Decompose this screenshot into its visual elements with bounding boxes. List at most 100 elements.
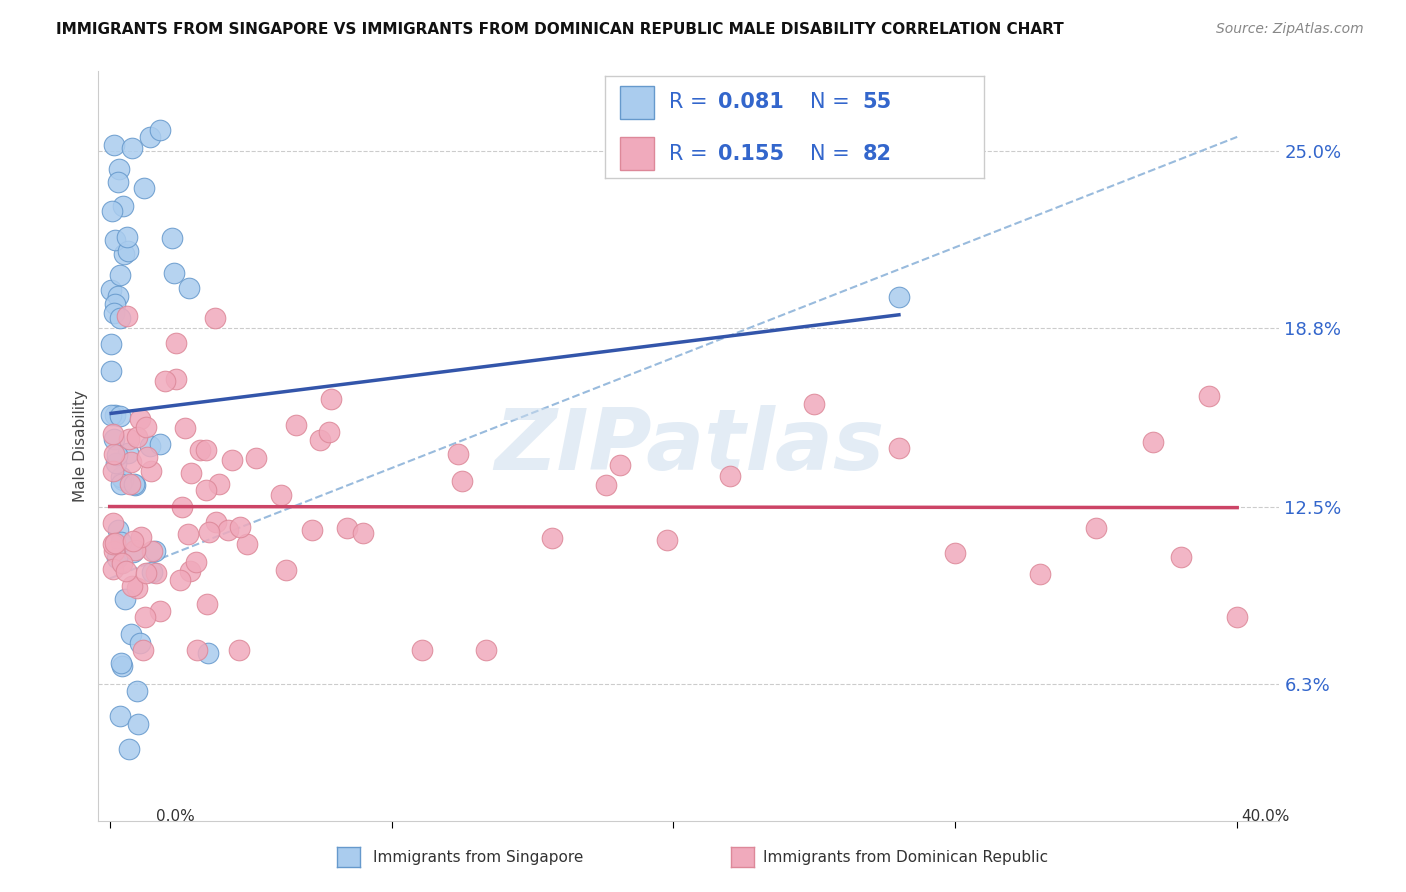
Point: [101, 426, 124, 441]
Point: [121, 579, 143, 593]
Point: [122, 545, 145, 559]
Point: [136, 450, 159, 465]
FancyBboxPatch shape: [620, 87, 654, 119]
Point: [718, 469, 741, 483]
Point: [100, 364, 122, 378]
Point: [104, 297, 127, 311]
Point: [165, 372, 187, 386]
Point: [887, 442, 910, 456]
Point: [127, 683, 149, 698]
Point: [321, 392, 343, 407]
Point: [115, 230, 138, 244]
Point: [149, 123, 172, 137]
Point: [114, 592, 136, 607]
Point: [1170, 550, 1192, 565]
Point: [108, 310, 131, 325]
Point: [318, 425, 340, 439]
Point: [1226, 610, 1249, 624]
Point: [236, 537, 259, 551]
Point: [108, 162, 131, 177]
Point: [129, 636, 152, 650]
Point: [284, 417, 307, 432]
Text: 0.081: 0.081: [718, 93, 785, 112]
Point: [475, 642, 498, 657]
Point: [221, 452, 243, 467]
Point: [228, 642, 250, 657]
Point: [101, 516, 124, 530]
Text: 0.155: 0.155: [718, 144, 785, 164]
Point: [111, 659, 134, 673]
Text: 0.0%: 0.0%: [156, 809, 195, 823]
Point: [124, 478, 146, 492]
Point: [301, 523, 323, 537]
Text: 40.0%: 40.0%: [1241, 809, 1289, 823]
Point: [655, 533, 678, 548]
Text: R =: R =: [669, 144, 714, 164]
Point: [149, 604, 172, 618]
Point: [139, 439, 162, 453]
Text: IMMIGRANTS FROM SINGAPORE VS IMMIGRANTS FROM DOMINICAN REPUBLIC MALE DISABILITY : IMMIGRANTS FROM SINGAPORE VS IMMIGRANTS …: [56, 22, 1064, 37]
Point: [100, 283, 122, 297]
Point: [163, 266, 186, 280]
Point: [121, 141, 143, 155]
Text: 55: 55: [863, 93, 891, 112]
Point: [110, 470, 132, 484]
Point: [127, 716, 149, 731]
Point: [174, 421, 197, 435]
Point: [120, 627, 142, 641]
Point: [103, 137, 125, 152]
Point: [165, 335, 187, 350]
Point: [112, 246, 135, 260]
Point: [177, 526, 200, 541]
Point: [115, 309, 138, 323]
Point: [139, 464, 162, 478]
Point: [217, 523, 239, 537]
Point: [117, 244, 139, 259]
Point: [135, 566, 157, 581]
Point: [169, 573, 191, 587]
Point: [104, 409, 127, 423]
Point: [943, 546, 966, 560]
Point: [112, 199, 135, 213]
Point: [270, 488, 292, 502]
Point: [132, 181, 155, 195]
Point: [229, 520, 252, 534]
Point: [139, 129, 162, 144]
Point: [197, 646, 219, 660]
Point: [352, 525, 374, 540]
Point: [208, 477, 231, 491]
Point: [104, 233, 127, 247]
Point: [110, 656, 132, 670]
Point: [115, 565, 138, 579]
Point: [245, 450, 267, 465]
Point: [1142, 434, 1164, 449]
Point: [125, 581, 148, 595]
Point: [145, 566, 167, 580]
Point: [118, 432, 141, 446]
Point: [188, 443, 211, 458]
Point: [111, 473, 134, 487]
Point: [108, 709, 131, 723]
Point: [195, 597, 218, 611]
Point: [186, 642, 208, 657]
Point: [107, 524, 129, 538]
Point: [101, 204, 124, 219]
Point: [336, 521, 359, 535]
Point: [184, 555, 207, 569]
Point: [1029, 567, 1052, 582]
Point: [177, 281, 200, 295]
Point: [195, 483, 218, 497]
Text: Source: ZipAtlas.com: Source: ZipAtlas.com: [1216, 22, 1364, 37]
Point: [100, 337, 122, 351]
Point: [120, 455, 142, 469]
Point: [160, 230, 183, 244]
Point: [153, 374, 176, 388]
Point: [204, 310, 226, 325]
Point: [122, 534, 145, 549]
Point: [204, 516, 226, 530]
Point: [143, 544, 166, 558]
Point: [129, 530, 152, 544]
Point: [803, 397, 825, 411]
Point: [540, 532, 562, 546]
Point: [411, 642, 433, 657]
